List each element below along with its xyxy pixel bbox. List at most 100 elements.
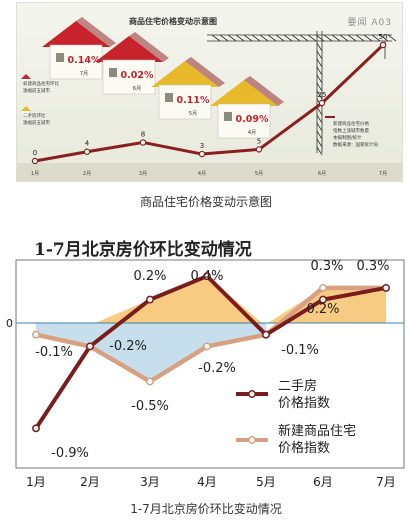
top-legend-left-1: 新建商品住宅环比 涨幅前五城市 (23, 81, 59, 95)
top-month-label: 6月 (318, 171, 326, 177)
crane-truss (363, 34, 373, 42)
crane-truss (316, 146, 323, 156)
second-hand-point (382, 283, 390, 292)
crane-truss (267, 34, 277, 42)
crane-truss (371, 34, 381, 42)
new-home-label: 0.3% (310, 259, 343, 274)
house-pct-label: 0.09% (236, 114, 269, 125)
legend-second-hand-marker (248, 390, 256, 398)
house-pct-label: 0.14% (68, 55, 101, 66)
top-data-point (31, 157, 39, 165)
crane-truss (316, 106, 323, 116)
legend-text: 指数上涨城市数量 (333, 129, 369, 134)
top-data-point (318, 99, 326, 107)
crane-truss (387, 34, 397, 42)
second-hand-label: 0.2% (133, 269, 166, 284)
bottom-caption: 1-7月北京房价环比变动情况 (130, 502, 282, 516)
house-icon: 0.02% 6月 (95, 32, 169, 95)
crane-truss (316, 50, 323, 60)
new-home-point (319, 283, 327, 292)
x-tick-label: 2月 (80, 475, 100, 489)
swatch-roof (21, 106, 31, 111)
crane-truss (379, 34, 389, 42)
legend-text: 本报制图/统计 (333, 136, 362, 141)
house-roof-side (244, 76, 284, 106)
house-roof (210, 80, 278, 106)
top-month-label: 3月 (139, 171, 147, 177)
legend-text: 涨幅前五城市 (23, 121, 50, 126)
crane-truss (283, 34, 293, 42)
swatch-wall (23, 111, 29, 115)
house-icon: 0.11% 5月 (151, 57, 225, 120)
top-data-label: 8 (141, 130, 145, 138)
crane-truss (291, 34, 301, 42)
top-data-label: 4 (85, 140, 90, 148)
legend-second-hand-text: 二手房 (278, 378, 317, 394)
house-roof-side (185, 57, 225, 87)
house-icon: 0.14% 7月 (42, 17, 116, 80)
crane-truss (259, 34, 269, 42)
crane-truss (235, 34, 245, 42)
house-window (109, 68, 117, 77)
top-legend-right: 新建商品住宅价格 指数上涨城市数量 本报制图/统计 数据来源：国家统计局 (333, 121, 378, 149)
house-window (224, 112, 232, 121)
legend-text: 涨幅前五城市 (23, 89, 50, 94)
second-hand-point (319, 295, 327, 304)
house-window (56, 53, 64, 62)
new-home-point (146, 377, 154, 386)
top-data-label: 50 (379, 33, 388, 41)
crane-truss (219, 34, 229, 42)
x-tick-label: 6月 (313, 475, 333, 489)
top-data-point (139, 139, 147, 146)
bottom-chart-panel: 0 -0.9% -0.2% 0.2% 0.4% -0.1% 0.2% 0.3% -0.1% -0.… (0, 222, 412, 522)
crane-truss (339, 34, 349, 42)
house-pct-label: 0.11% (177, 95, 210, 106)
yellow-house-swatch-icon (21, 106, 31, 115)
x-tick-label: 7月 (376, 475, 396, 489)
legend-text: 数据来源：国家统计局 (333, 143, 378, 148)
second-hand-label: -0.2% (109, 339, 147, 354)
crane-truss (315, 34, 325, 42)
legend-text: 二手房环比 (23, 114, 46, 119)
top-data-point (379, 41, 387, 49)
legend-new-home-text: 新建商品住宅 (278, 423, 356, 439)
top-legend-left-2: 二手房环比 涨幅前五城市 (23, 113, 50, 127)
new-home-label: -0.1% (35, 345, 73, 360)
crane-truss (347, 34, 357, 42)
crane-truss (251, 34, 261, 42)
crane-truss (316, 114, 323, 124)
new-home-point (32, 330, 40, 339)
top-month-label: 5月 (255, 171, 263, 177)
section-tag: 要闻 A03 (347, 18, 392, 28)
x-tick-label: 1月 (26, 475, 46, 489)
swatch-roof (21, 74, 31, 79)
crane-truss (316, 82, 323, 92)
top-data-label: 0 (33, 149, 37, 157)
house-roof (95, 36, 163, 62)
new-home-label: -0.5% (131, 399, 169, 414)
top-caption: 商品住宅价格变动示意图 (139, 195, 272, 209)
new-home-point (203, 342, 211, 351)
top-month-label: 7月 (379, 171, 387, 177)
top-data-point (83, 148, 91, 155)
top-month-label: 1月 (31, 171, 39, 177)
house-pct-label: 0.02% (121, 70, 154, 81)
crane-truss (316, 58, 323, 68)
chart-title: 1-7月北京房价环比变动情况 (34, 240, 252, 260)
house-month-label: 4月 (248, 130, 256, 136)
house-roof (151, 61, 219, 87)
second-hand-point (146, 295, 154, 304)
price-change-chart: 0 -0.9% -0.2% 0.2% 0.4% -0.1% 0.2% 0.3% -0.1% -0.… (6, 259, 405, 489)
top-axis-band (17, 163, 402, 181)
second-hand-label: -0.9% (51, 446, 89, 461)
house-roof-side (129, 32, 169, 62)
legend-new-home-text: 价格指数 (278, 440, 330, 456)
crane-truss (331, 34, 341, 42)
legend-text: 新建商品住宅价格 (333, 122, 369, 127)
house-month-label: 6月 (133, 86, 141, 92)
crane-truss (243, 34, 253, 42)
negative-area-fill (36, 323, 266, 382)
second-hand-label: 0.3% (356, 259, 389, 274)
house-window (165, 93, 173, 102)
